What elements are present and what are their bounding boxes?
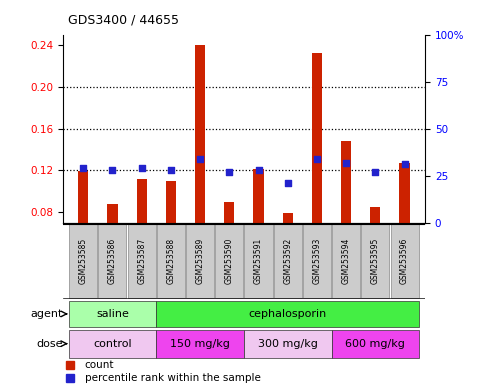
Text: GSM253592: GSM253592 [283, 238, 292, 284]
Text: 150 mg/kg: 150 mg/kg [170, 339, 230, 349]
Bar [254, 169, 264, 223]
Text: dose: dose [36, 339, 63, 349]
Bar [215, 224, 243, 298]
Bar [78, 172, 88, 223]
Bar [107, 204, 117, 223]
Text: GSM253589: GSM253589 [196, 238, 205, 284]
Bar [157, 224, 185, 298]
Bar [156, 301, 419, 327]
Bar [332, 224, 360, 298]
Bar [370, 207, 381, 223]
Point [401, 161, 409, 167]
Text: GSM253595: GSM253595 [371, 238, 380, 284]
Text: GDS3400 / 44655: GDS3400 / 44655 [68, 14, 179, 27]
Text: cephalosporin: cephalosporin [249, 309, 327, 319]
Bar [244, 224, 272, 298]
Text: 300 mg/kg: 300 mg/kg [258, 339, 318, 349]
Bar [391, 224, 419, 298]
Point [255, 167, 262, 173]
Bar [331, 330, 419, 358]
Point [196, 156, 204, 162]
Bar [186, 224, 214, 298]
Text: agent: agent [30, 309, 63, 319]
Bar [69, 224, 97, 298]
Text: GSM253596: GSM253596 [400, 238, 409, 284]
Point [167, 167, 175, 173]
Text: percentile rank within the sample: percentile rank within the sample [85, 373, 260, 383]
Point [138, 165, 145, 171]
Point [284, 180, 292, 186]
Bar [99, 224, 127, 298]
Bar [128, 224, 156, 298]
Point [79, 165, 87, 171]
Bar [361, 224, 389, 298]
Bar [156, 330, 244, 358]
Text: control: control [93, 339, 132, 349]
Text: GSM253586: GSM253586 [108, 238, 117, 284]
Text: GSM253585: GSM253585 [79, 238, 88, 284]
Text: GSM253593: GSM253593 [313, 238, 322, 284]
Text: count: count [85, 360, 114, 370]
Point [313, 156, 321, 162]
Text: saline: saline [96, 309, 129, 319]
Text: GSM253590: GSM253590 [225, 238, 234, 284]
Bar [283, 214, 293, 223]
Bar [166, 181, 176, 223]
Bar [69, 301, 156, 327]
Bar [224, 202, 234, 223]
Text: 600 mg/kg: 600 mg/kg [345, 339, 405, 349]
Point [226, 169, 233, 175]
Bar [274, 224, 302, 298]
Text: GSM253587: GSM253587 [137, 238, 146, 284]
Bar [69, 330, 156, 358]
Text: GSM253588: GSM253588 [166, 238, 175, 284]
Bar [312, 53, 322, 223]
Text: GSM253591: GSM253591 [254, 238, 263, 284]
Text: GSM253594: GSM253594 [341, 238, 351, 284]
Bar [195, 45, 205, 223]
Bar [399, 163, 410, 223]
Bar [137, 179, 147, 223]
Point [342, 159, 350, 166]
Bar [341, 141, 351, 223]
Point [371, 169, 379, 175]
Point [109, 167, 116, 173]
Bar [244, 330, 331, 358]
Bar [303, 224, 331, 298]
